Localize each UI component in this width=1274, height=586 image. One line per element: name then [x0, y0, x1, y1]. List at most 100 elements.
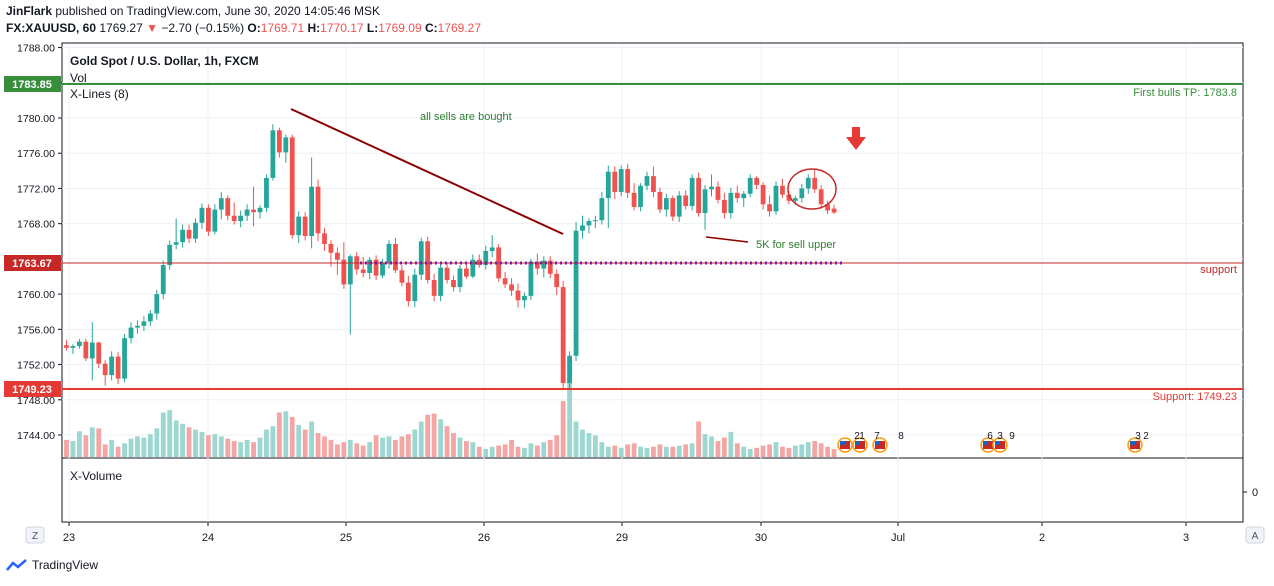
volume-bar	[283, 411, 289, 457]
a-button-text: A	[1252, 531, 1259, 542]
volume-bar	[399, 436, 405, 457]
event-flag-icon[interactable]	[872, 437, 888, 453]
y-tick-label: 1768.00	[17, 219, 55, 231]
candle-body	[141, 321, 147, 326]
volume-bar	[509, 439, 514, 457]
author-name[interactable]: JinFlark	[6, 4, 53, 18]
candle-body	[154, 294, 160, 314]
volume-bar	[489, 446, 495, 457]
candle-body	[109, 356, 115, 376]
candle-body	[122, 338, 127, 379]
candle-body	[328, 243, 334, 253]
volume-bar	[573, 421, 579, 457]
y-tick-label: 1748.00	[17, 395, 55, 407]
volume-bar	[238, 442, 244, 457]
candle-body	[425, 241, 431, 281]
price-change: −2.70 (−0.15%)	[161, 21, 245, 35]
volume-bar	[322, 436, 327, 457]
volume-bar	[663, 446, 669, 457]
event-count-label: 1	[859, 431, 865, 442]
candle-body	[528, 261, 534, 296]
candle-body	[631, 192, 637, 207]
candle-body	[309, 186, 314, 236]
volume-bar	[109, 439, 115, 457]
footer-brand[interactable]: TradingView	[6, 558, 98, 572]
candle-body	[805, 177, 811, 189]
candle-body	[483, 250, 489, 266]
y-tick-label: 1756.00	[17, 324, 55, 336]
event-flag-icon[interactable]	[1127, 437, 1143, 453]
candle-body	[741, 193, 747, 199]
candle-body	[115, 356, 121, 379]
z-button-text: Z	[32, 531, 38, 542]
candle-body	[276, 130, 282, 153]
y-tick-label: 1780.00	[17, 113, 55, 125]
candle-body	[206, 207, 211, 232]
volume-bar	[225, 438, 231, 457]
volume-bar	[831, 449, 837, 457]
volume-bar	[702, 434, 708, 457]
volume-bar	[612, 445, 618, 457]
volume-bar	[741, 446, 747, 457]
candle-body	[760, 184, 766, 205]
event-flag-icon[interactable]	[852, 437, 868, 453]
volume-bar	[625, 444, 631, 457]
volume-bar	[276, 412, 282, 457]
low-label: L:	[366, 21, 379, 35]
trend-line[interactable]	[290, 108, 564, 235]
volume-bar	[444, 426, 450, 457]
candle-body	[786, 194, 792, 201]
volume-bar	[147, 434, 153, 457]
candle-body	[393, 243, 398, 271]
highlight-circle[interactable]	[787, 168, 837, 210]
sell-pointer-line[interactable]	[705, 236, 749, 243]
down-arrow-icon: ▼	[146, 21, 158, 35]
candle-body	[64, 345, 69, 348]
price-tag-top-text: 1783.85	[12, 79, 52, 91]
candle-body	[147, 313, 153, 322]
event-flag-icon[interactable]	[980, 437, 996, 453]
volume-bar	[212, 434, 218, 457]
volume-bar	[206, 435, 211, 457]
volume-bar	[696, 421, 701, 457]
candle-body	[612, 171, 618, 192]
volume-bar	[167, 410, 173, 457]
candle-body	[586, 221, 592, 226]
volume-bar	[818, 443, 824, 457]
candle-body	[515, 290, 521, 301]
volume-bar	[464, 441, 469, 457]
volume-bar	[502, 444, 508, 457]
candle-body	[818, 189, 824, 205]
candle-body	[412, 274, 418, 302]
event-flag-icon[interactable]	[992, 437, 1008, 453]
volume-bar	[515, 446, 521, 457]
candle-body	[218, 198, 224, 210]
y-tick-label: 1752.00	[17, 360, 55, 372]
z-button[interactable]: Z	[25, 526, 45, 544]
volume-bar	[554, 435, 560, 457]
volume-bar	[431, 413, 437, 457]
volume-bar	[251, 442, 256, 457]
candle-body	[70, 346, 76, 348]
volume-bar	[483, 449, 489, 457]
down-arrow-marker-icon[interactable]	[846, 127, 866, 150]
candle-body	[599, 198, 605, 221]
volume-bar	[747, 449, 753, 457]
candle-body	[605, 171, 611, 199]
event-flag-icon[interactable]	[837, 437, 853, 453]
volume-bar	[154, 428, 160, 457]
volume-bar	[638, 446, 643, 457]
candle-body	[167, 244, 173, 266]
candle-body	[160, 265, 166, 295]
volume-bar	[522, 447, 527, 457]
volume-bar	[651, 446, 656, 457]
candle-body	[302, 216, 308, 236]
volume-bar	[567, 377, 572, 457]
x-tick-label: 24	[202, 532, 214, 544]
xlines-legend: X-Lines (8)	[70, 87, 129, 101]
time-axis[interactable]: 23 24 25 26 29 30 Jul 2 3	[63, 522, 1189, 544]
x-tick-label: 2	[1039, 532, 1045, 544]
a-button[interactable]: A	[1245, 526, 1265, 544]
